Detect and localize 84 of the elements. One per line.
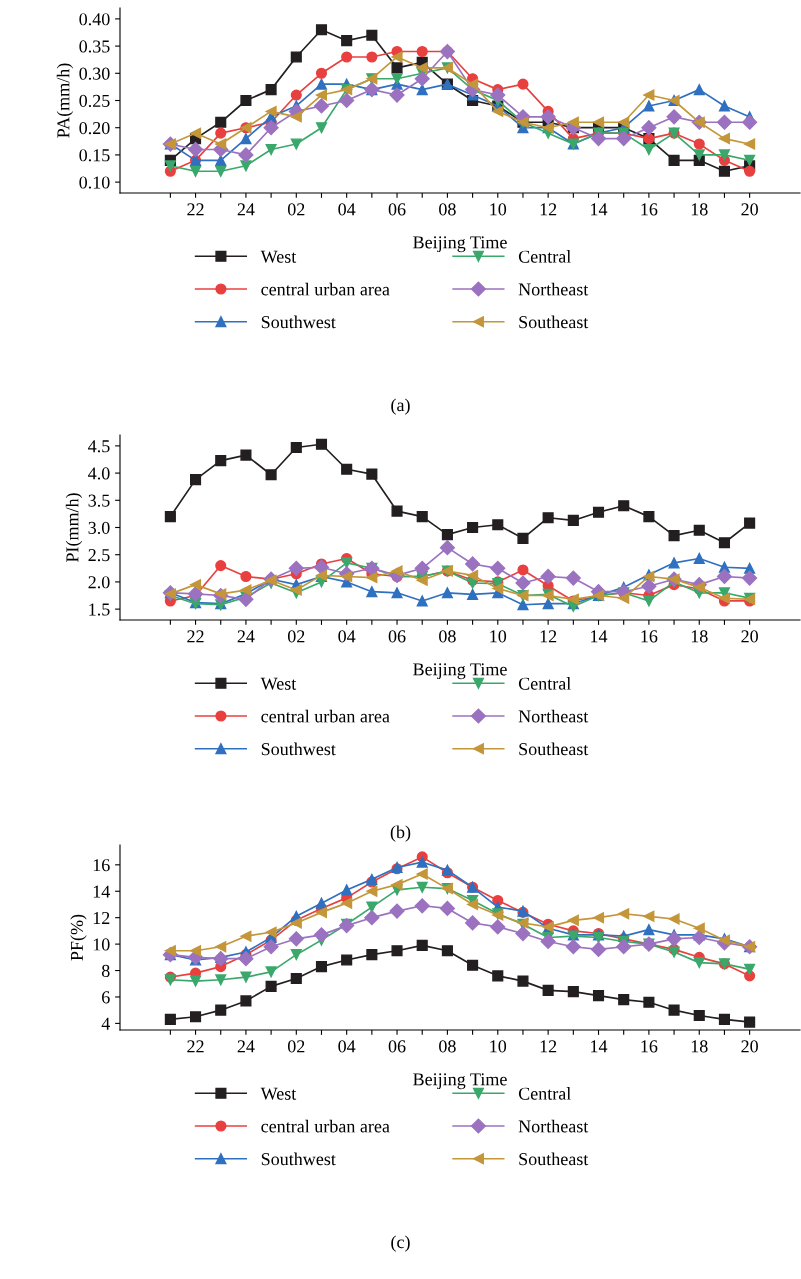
x-tick-label: 24: [237, 203, 255, 216]
y-axis-title: PA(mm/h): [56, 63, 74, 138]
x-tick-label: 04: [338, 1040, 356, 1053]
x-tick-label: 06: [388, 203, 406, 216]
x-tick-label: 20: [741, 203, 758, 216]
x-tick-label: 22: [187, 630, 204, 643]
y-tick-label: 12: [93, 911, 110, 924]
x-tick-label: 10: [490, 630, 507, 643]
text: (a): [391, 398, 410, 415]
x-tick-label: 02: [287, 203, 305, 216]
x-tick-label: 02: [287, 630, 305, 643]
x-tick-label: 14: [591, 630, 608, 643]
x-tick-label: 12: [540, 630, 557, 643]
legend-label: West: [260, 1087, 297, 1100]
legend-label: Southwest: [261, 1152, 336, 1166]
x-axis-title: Beijing Time: [413, 1073, 507, 1090]
x-axis-title: Beijing Time: [413, 663, 507, 680]
legend-label: Northeast: [518, 709, 589, 723]
x-tick-label: 20: [741, 630, 758, 643]
y-tick-label: 0.10: [79, 176, 110, 189]
y-tick-label: 3.0: [88, 521, 110, 535]
legend-label: Northeast: [518, 282, 589, 296]
x-tick-label: 22: [187, 203, 204, 216]
legend-label: Southeast: [519, 315, 589, 329]
x-tick-label: 18: [691, 1040, 708, 1053]
x-tick-label: 04: [338, 203, 356, 216]
text: (c): [391, 1235, 410, 1252]
y-tick-label: 16: [93, 859, 110, 872]
y-axis-title: PI(mm/h): [65, 493, 83, 563]
y-tick-label: 0.40: [79, 13, 110, 26]
y-tick-label: 2.5: [88, 549, 110, 562]
y-tick-label: 2.0: [88, 576, 110, 589]
y-tick-label: 3.5: [88, 494, 110, 507]
legend-label: central urban area: [261, 1119, 390, 1133]
y-tick-label: 0.30: [79, 67, 110, 80]
x-axis-title: Beijing Time: [413, 236, 507, 253]
x-tick-label: 20: [741, 1040, 758, 1053]
x-tick-label: 14: [591, 1040, 608, 1053]
y-tick-label: 6: [102, 991, 110, 1004]
legend-label: West: [260, 677, 297, 690]
legend-label: Northeast: [518, 1119, 589, 1133]
x-tick-label: 06: [388, 630, 406, 643]
legend-label: West: [260, 250, 297, 263]
x-tick-label: 18: [691, 630, 708, 643]
x-tick-label: 02: [287, 1040, 305, 1053]
legend-label: Central: [518, 677, 571, 690]
y-axis-title: PF(%): [70, 914, 87, 961]
x-tick-label: 24: [237, 1040, 255, 1053]
x-tick-label: 08: [439, 630, 456, 643]
x-tick-label: 04: [338, 630, 356, 643]
x-tick-label: 14: [591, 203, 608, 216]
legend-label: Central: [518, 250, 571, 263]
y-tick-label: 4.0: [88, 467, 110, 480]
x-tick-label: 06: [388, 1040, 406, 1053]
x-tick-label: 08: [439, 1040, 456, 1053]
x-tick-label: 10: [490, 203, 507, 216]
x-tick-label: 08: [439, 203, 456, 216]
x-tick-label: 12: [540, 203, 557, 216]
y-tick-label: 14: [93, 885, 110, 898]
x-tick-label: 16: [641, 203, 658, 216]
legend-label: central urban area: [261, 709, 390, 723]
y-tick-label: 1.5: [89, 603, 110, 616]
legend-label: Southeast: [519, 1152, 589, 1166]
y-tick-label: 8: [101, 964, 110, 977]
y-tick-label: 0.35: [79, 40, 110, 53]
y-tick-label: 10: [93, 938, 110, 951]
text: (b): [390, 825, 411, 842]
x-tick-label: 22: [187, 1040, 204, 1053]
legend-label: central urban area: [261, 282, 390, 296]
legend-label: Southwest: [261, 742, 336, 756]
x-tick-label: 16: [641, 630, 658, 643]
x-tick-label: 16: [641, 1040, 658, 1053]
legend-label: Southeast: [519, 742, 589, 756]
y-tick-label: 0.25: [79, 94, 110, 108]
x-tick-label: 24: [237, 630, 255, 643]
legend-label: Central: [518, 1087, 571, 1100]
y-tick-label: 4: [101, 1017, 110, 1030]
x-tick-label: 18: [691, 203, 708, 216]
x-tick-label: 10: [490, 1040, 507, 1053]
y-tick-label: 4.5: [88, 440, 110, 453]
y-tick-label: 0.15: [79, 149, 110, 162]
x-tick-label: 12: [540, 1040, 557, 1053]
legend-label: Southwest: [261, 315, 336, 329]
y-tick-label: 0.20: [79, 121, 110, 135]
